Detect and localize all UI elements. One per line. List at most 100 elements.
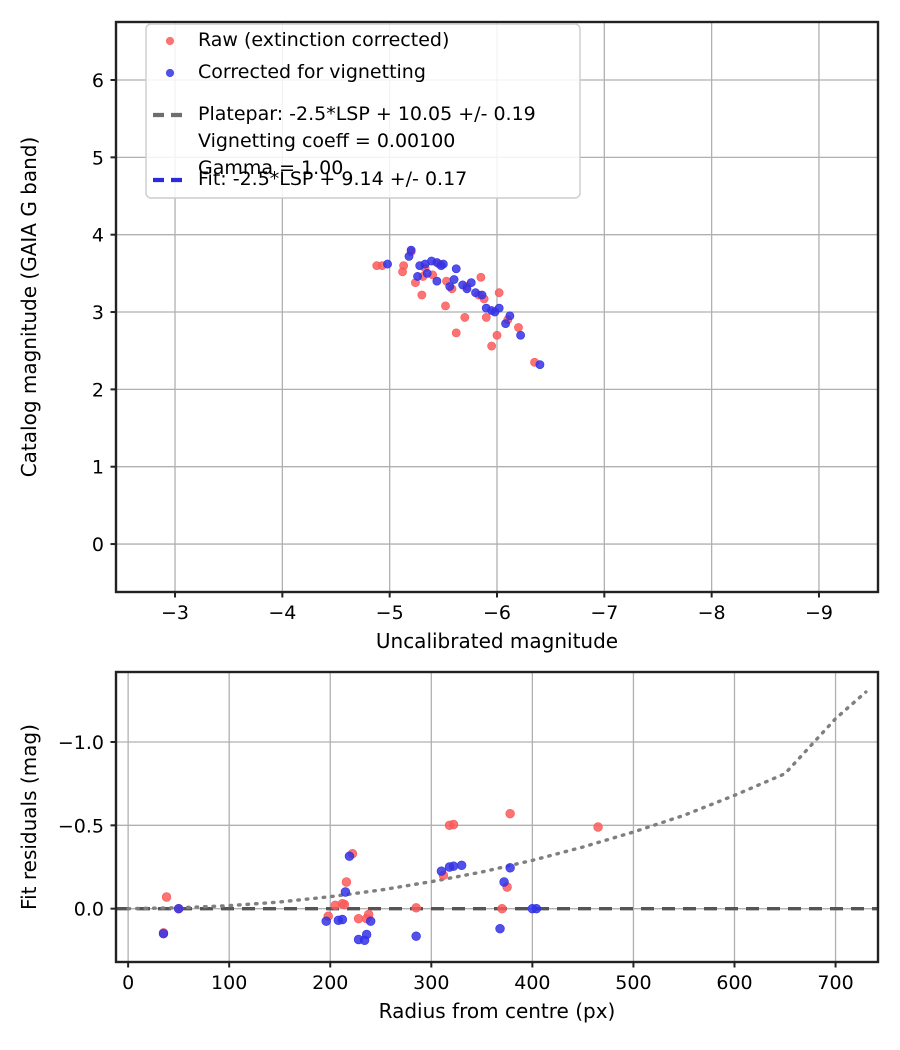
tick-label-x: −8 [698,602,726,624]
data-point [158,928,169,939]
legend-entry-label: Raw (extinction corrected) [198,29,449,51]
data-point [462,284,472,294]
data-point [505,311,515,321]
data-point [436,866,447,876]
data-point [494,303,504,313]
legend-entry: Platepar: -2.5*LSP + 10.05 +/- 0.19 Vigne… [153,103,536,179]
data-point [398,267,407,277]
tick-label-y: 3 [92,302,104,324]
tick-label-x: 700 [817,972,853,994]
tick-label-x: −4 [268,602,296,624]
axis-label-x-bottom: Radius from centre (px) [379,999,616,1023]
legend-entry-label: Gamma = 1.00 [198,157,343,179]
plot-background-bottom [116,672,878,962]
data-point [497,903,507,914]
data-point [341,877,352,887]
data-point [476,272,486,282]
series-corrected-bottom [158,851,542,946]
axis-label-y-bottom: Fit residuals (mag) [17,724,41,910]
data-point [492,330,502,340]
data-point [448,861,459,871]
tick-label-x: −6 [483,602,511,624]
tick-label-y: 1 [92,457,104,479]
legend-box [145,23,581,199]
tick-label-y: 2 [92,379,104,401]
axis-label-y-top: Catalog magnitude (GAIA G band) [17,137,41,478]
scatter-points-top [372,245,545,370]
data-point [441,301,450,311]
data-point [365,916,376,926]
data-point [344,851,355,861]
legend-entry: Fit: -2.5*LSP + 9.14 +/- 0.17 [153,168,467,190]
tick-label-x: 400 [514,972,550,994]
data-point [449,275,459,284]
data-point [495,923,505,934]
data-point [531,903,542,914]
data-point [451,328,461,338]
data-point [535,360,545,370]
data-point [432,276,442,286]
tick-label-x: 300 [413,972,449,994]
data-point [487,341,497,351]
data-point [593,822,603,832]
data-point [340,887,351,897]
data-point [494,288,504,298]
data-point [466,278,476,288]
ticks-top: −3 −4 −5 −6 −7 −8 −9 0 1 2 3 4 5 6 [92,70,833,624]
data-point [499,877,509,887]
tick-label-y: 4 [92,225,104,247]
tick-label-x: 200 [312,972,348,994]
tick-label-x: 100 [211,972,247,994]
legend-top: Raw (extinction corrected) Corrected for … [145,23,581,199]
tick-label-x: 600 [716,972,752,994]
axis-label-x-top: Uncalibrated magnitude [376,629,618,653]
legend-marker-icon [165,68,175,78]
data-point [422,268,432,278]
ticks-bottom: 0 100 200 300 400 500 600 700 0.0 −0.5 −1.0 [58,732,854,994]
data-point [456,860,467,871]
data-point [501,319,510,329]
tick-label-y: 6 [92,70,104,92]
residual-content [116,690,878,946]
data-point [361,929,372,940]
magnitude-fit-plot: −3 −4 −5 −6 −7 −8 −9 0 1 2 3 4 5 6 Uncalibrated magnit… [17,20,880,653]
tick-label-y: −1.0 [58,732,104,754]
data-point [161,892,172,902]
data-point [514,323,523,332]
tick-label-y: 5 [92,147,104,169]
legend-entry-label: Corrected for vignetting [198,61,426,83]
tick-label-y: 0.0 [74,899,104,921]
data-point [411,931,421,941]
data-point [516,330,526,340]
residuals-plot: 0 100 200 300 400 500 600 700 0.0 −0.5 −1.0 Radius … [17,670,880,1023]
data-point [353,913,364,924]
tick-label-y: −0.5 [58,815,104,837]
data-point [173,903,184,914]
legend-entry-label: Vignetting coeff = 0.00100 [198,130,455,152]
data-point [451,264,461,274]
tick-label-x: −9 [805,602,833,624]
data-point [448,819,459,830]
data-point [411,903,421,913]
data-point [417,290,427,300]
legend-entry: Raw (extinction corrected) [165,29,449,51]
data-point [413,272,422,281]
legend-entry-label: Platepar: -2.5*LSP + 10.05 +/- 0.19 [198,103,536,125]
axes-frame-bottom [114,670,880,964]
data-point [406,245,416,255]
tick-label-x: 500 [615,972,651,994]
data-point [321,916,331,926]
data-point [445,282,455,291]
tick-label-x: −3 [161,602,189,624]
legend-entry-label: Fit: -2.5*LSP + 9.14 +/- 0.17 [198,168,467,190]
tick-label-y: 0 [92,534,104,556]
data-point [339,899,350,910]
data-point [337,914,348,925]
data-point [460,313,470,322]
legend-entry: Corrected for vignetting [165,61,426,83]
series-corrected-top [383,245,545,370]
data-point [383,259,392,269]
tick-label-x: −5 [376,602,404,624]
